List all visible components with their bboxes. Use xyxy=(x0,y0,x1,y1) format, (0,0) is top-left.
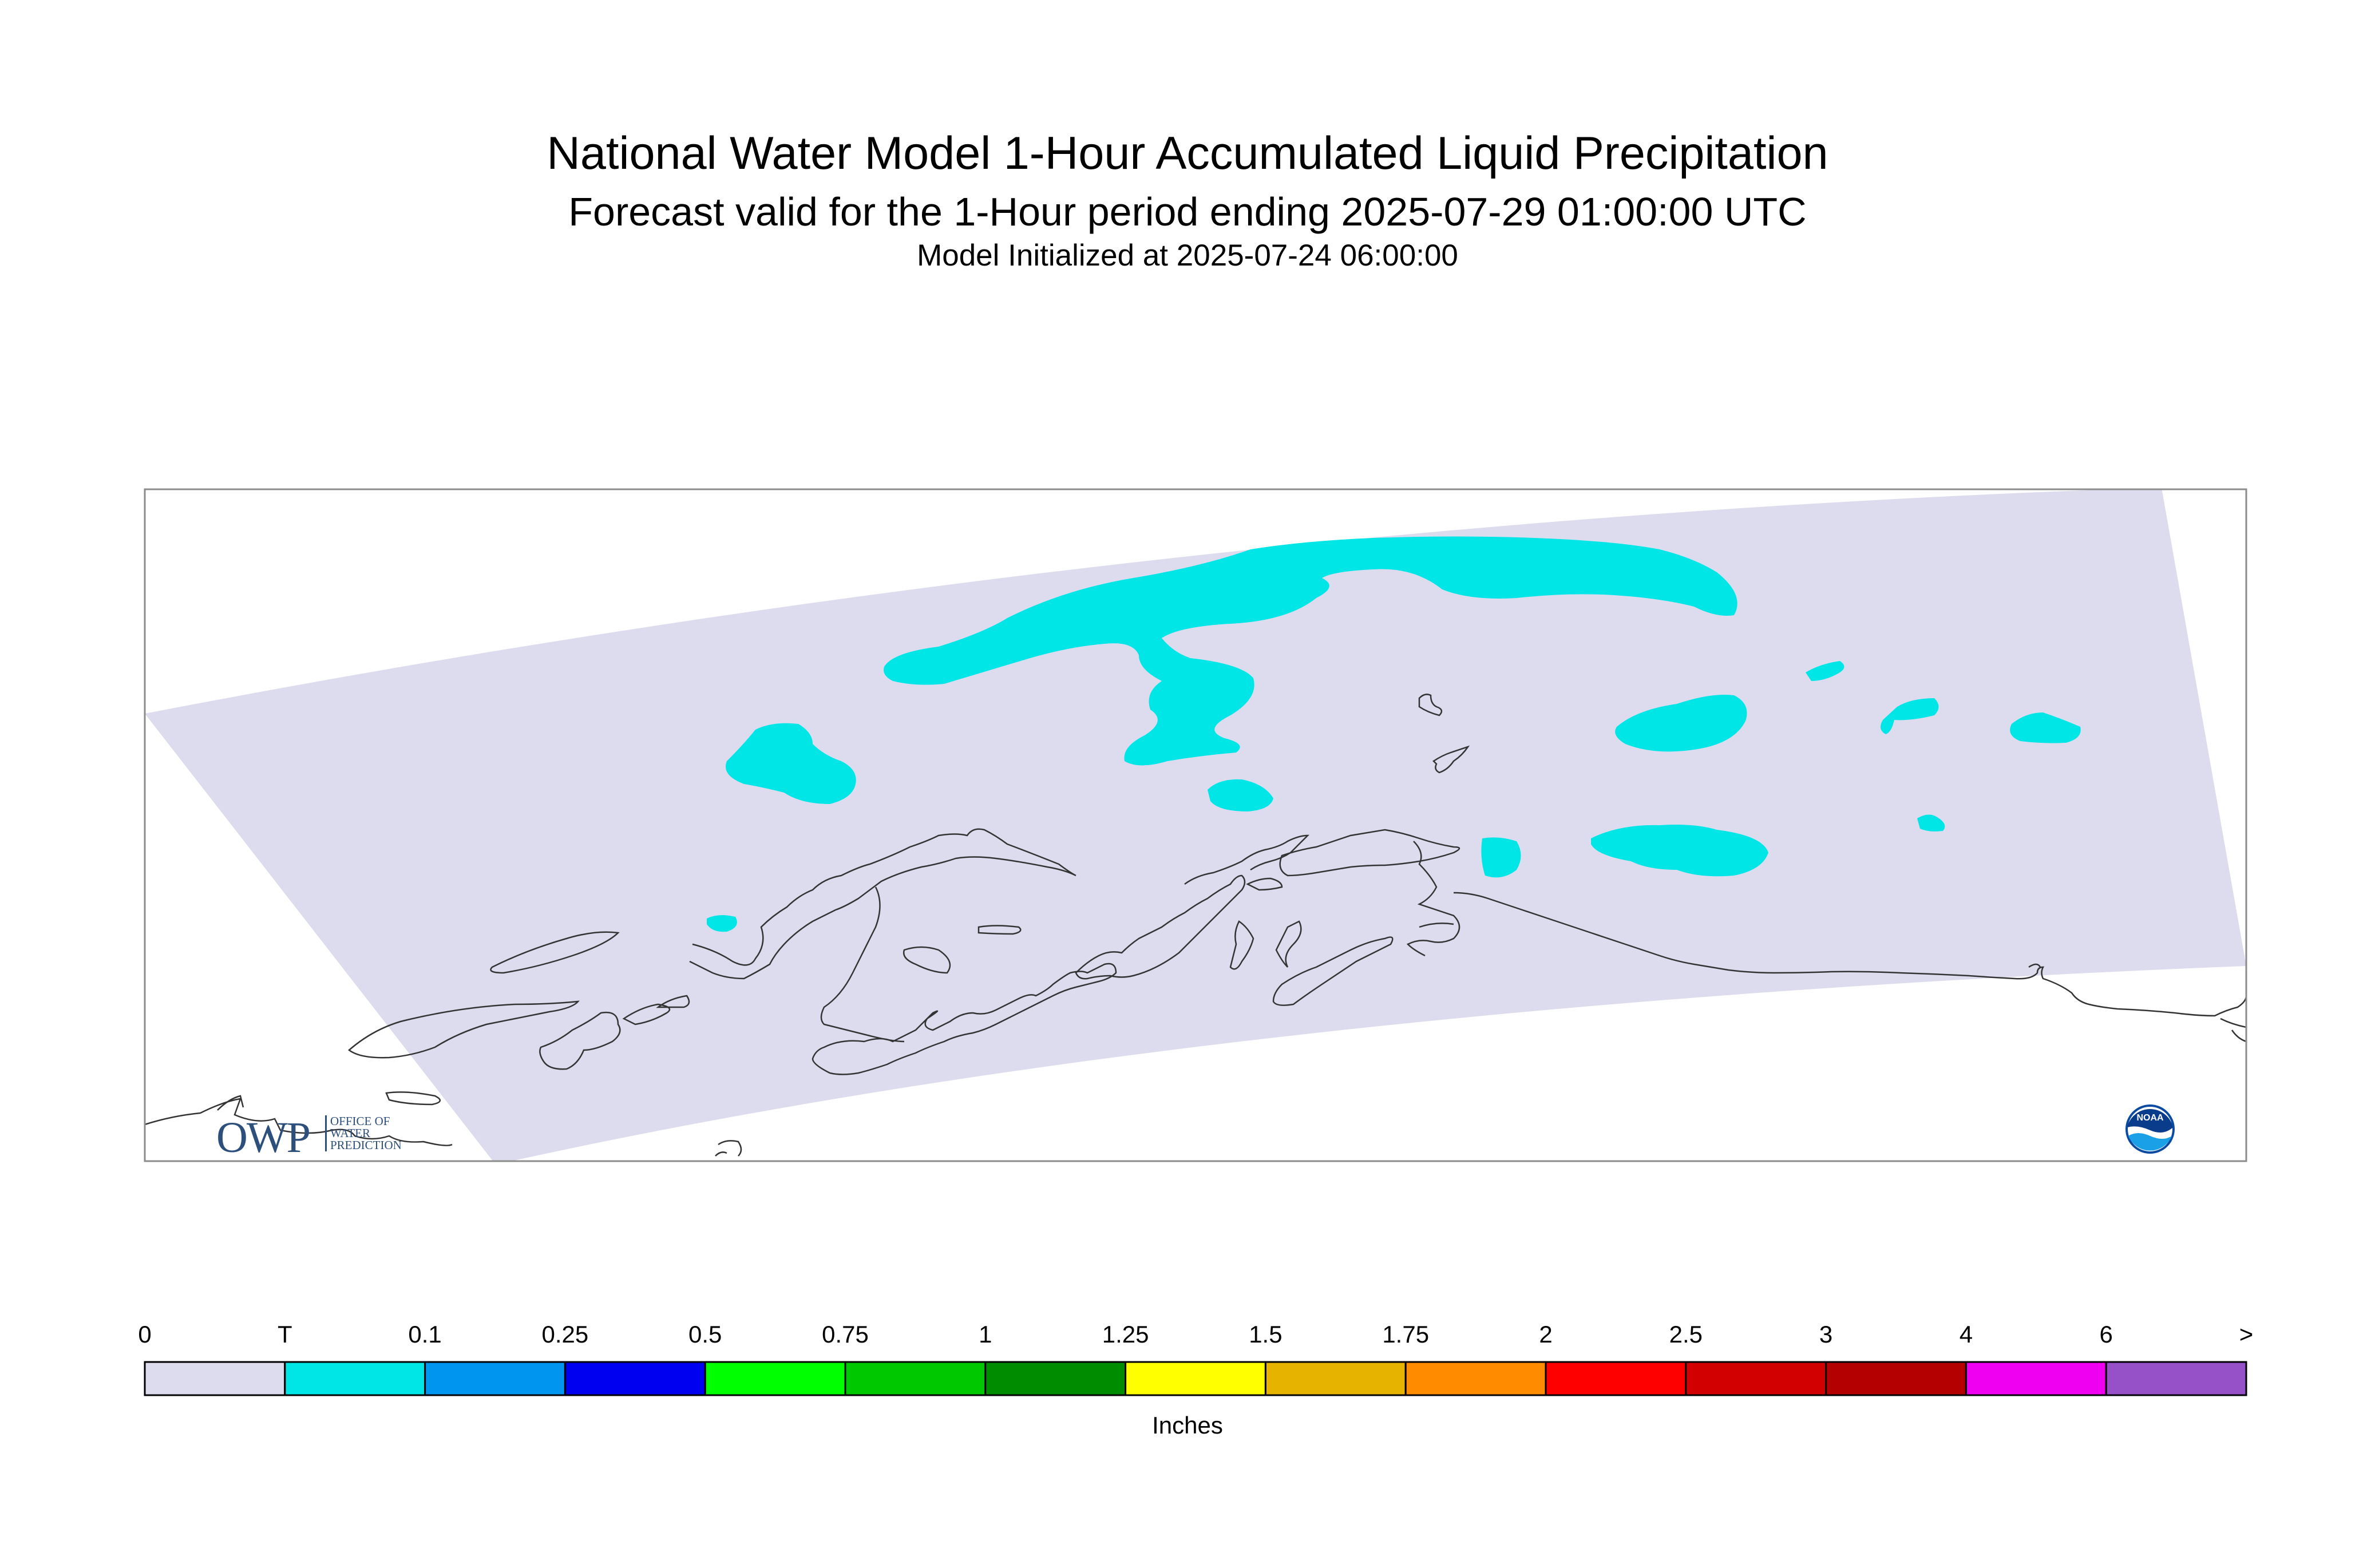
legend-tick-label: 1 xyxy=(979,1321,992,1348)
legend-tick-label: 0.75 xyxy=(822,1321,869,1348)
legend-tick-label: 0 xyxy=(138,1321,152,1348)
legend-color-box xyxy=(2105,1361,2247,1396)
model-domain xyxy=(145,489,2246,1161)
legend-color-box xyxy=(1685,1361,1827,1396)
legend-tick-label: 1.5 xyxy=(1249,1321,1282,1348)
legend-tick-label: 2 xyxy=(1539,1321,1553,1348)
owp-logo-line-1: OFFICE OF xyxy=(330,1114,390,1128)
noaa-logo-icon: NOAA xyxy=(2125,1104,2175,1154)
legend-color-box xyxy=(1825,1361,1967,1396)
map-subtitle: Forecast valid for the 1-Hour period end… xyxy=(568,189,1807,234)
legend-tick-label: 0.5 xyxy=(688,1321,722,1348)
legend-tick-label: 1.75 xyxy=(1382,1321,1430,1348)
legend-tick-label: 3 xyxy=(1819,1321,1833,1348)
map-title: National Water Model 1-Hour Accumulated … xyxy=(547,128,1828,179)
legend-tick-label: 1.25 xyxy=(1102,1321,1149,1348)
model-init-line: Model Initialized at 2025-07-24 06:00:00 xyxy=(917,239,1458,272)
legend-color-box xyxy=(984,1361,1127,1396)
legend-units-label: Inches xyxy=(1152,1412,1223,1439)
legend-color-box xyxy=(144,1361,286,1396)
legend-color-box xyxy=(1545,1361,1687,1396)
legend-color-box xyxy=(704,1361,846,1396)
map-frame xyxy=(144,488,2247,1162)
legend-color-box xyxy=(1125,1361,1266,1396)
legend-color-box xyxy=(564,1361,706,1396)
owp-logo-text: OWP xyxy=(216,1114,311,1162)
owp-logo-line-2: WATER xyxy=(330,1126,370,1140)
legend-color-box xyxy=(284,1361,426,1396)
owp-logo-subtext: OFFICE OF WATER PREDICTION xyxy=(325,1115,410,1151)
precip-areas xyxy=(707,536,2081,932)
legend-tick-label: 0.25 xyxy=(541,1321,589,1348)
legend-tick-label: 4 xyxy=(1959,1321,1973,1348)
coastlines xyxy=(145,694,2246,1157)
legend-tick-label: 2.5 xyxy=(1669,1321,1703,1348)
legend-tick-label: 0.1 xyxy=(408,1321,442,1348)
legend-tick-label: 6 xyxy=(2099,1321,2113,1348)
legend-color-box xyxy=(424,1361,566,1396)
legend-color-box xyxy=(1404,1361,1547,1396)
noaa-logo-text: NOAA xyxy=(2136,1113,2164,1123)
legend-tick-label: > xyxy=(2239,1321,2254,1348)
legend-color-box xyxy=(844,1361,987,1396)
legend-tick-label: T xyxy=(277,1321,292,1348)
legend-color-box xyxy=(1264,1361,1407,1396)
legend-color-box xyxy=(1965,1361,2107,1396)
owp-logo-line-3: PREDICTION xyxy=(330,1138,402,1152)
owp-logo: OWP OFFICE OF WATER PREDICTION xyxy=(216,1113,402,1163)
